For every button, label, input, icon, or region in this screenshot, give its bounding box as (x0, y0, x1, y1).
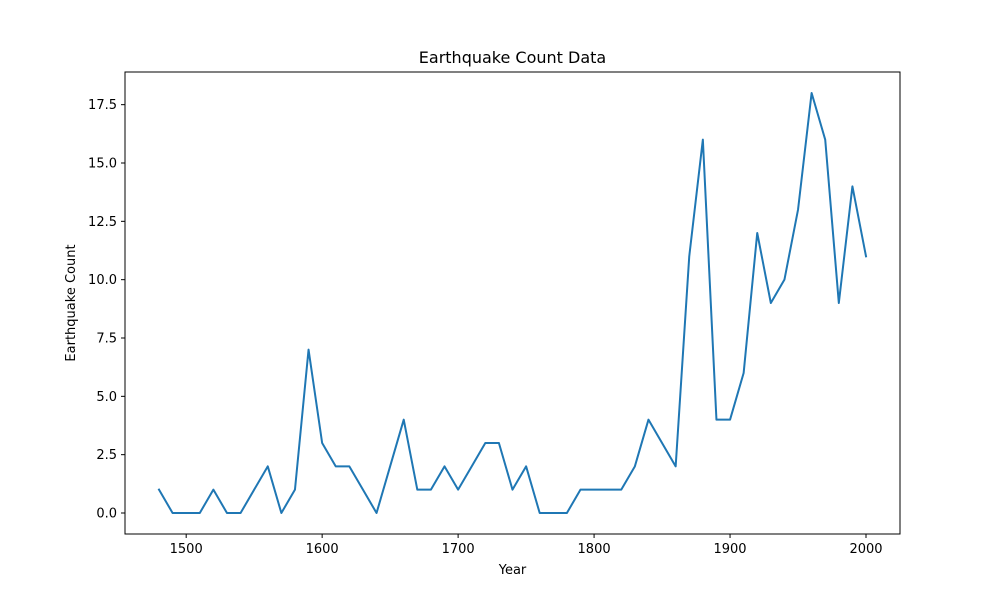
series-line (157, 92, 868, 514)
plot-area (157, 92, 868, 514)
x-tick-label: 1600 (306, 542, 339, 557)
chart-title: Earthquake Count Data (419, 48, 606, 67)
plot-frame (124, 71, 901, 535)
x-tick-label: 1500 (170, 542, 203, 557)
y-axis: 0.0 2.5 5.0 7.5 10.0 12.5 15.0 17.5 (88, 98, 125, 522)
x-tick-label: 1700 (442, 542, 475, 557)
y-tick-label: 17.5 (88, 98, 117, 113)
y-tick-label: 10.0 (88, 273, 117, 288)
x-tick-label: 1900 (713, 542, 746, 557)
x-tick-label: 1800 (578, 542, 611, 557)
y-tick-label: 12.5 (88, 215, 117, 230)
y-tick-label: 5.0 (96, 390, 117, 405)
y-axis-label: Earthquake Count (64, 244, 79, 361)
x-axis: 1500 1600 1700 1800 1900 2000 (170, 534, 883, 557)
y-tick-label: 0.0 (96, 507, 117, 522)
y-tick-label: 2.5 (96, 448, 117, 463)
y-tick-label: 15.0 (88, 157, 117, 172)
x-axis-label: Year (498, 563, 527, 578)
x-tick-label: 2000 (849, 542, 882, 557)
y-tick-label: 7.5 (96, 332, 117, 347)
